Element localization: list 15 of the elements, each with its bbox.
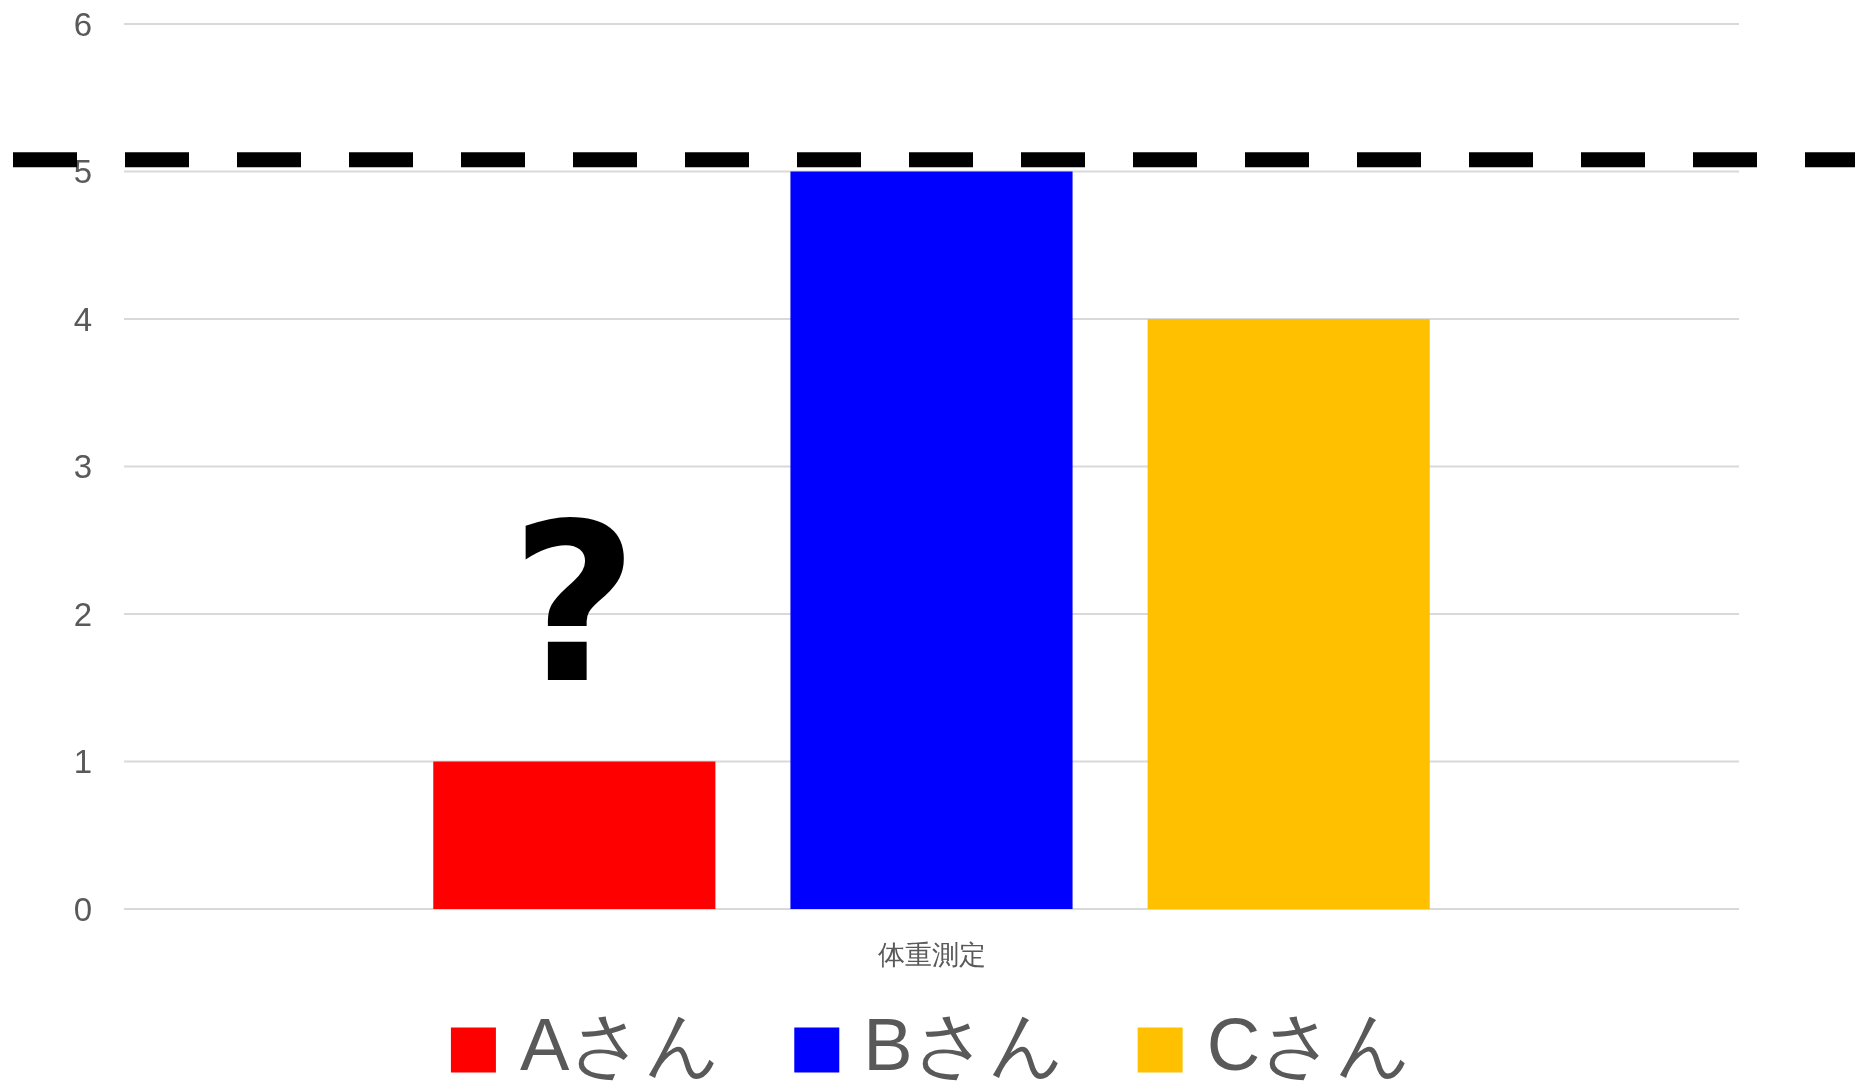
- bar: [433, 761, 716, 909]
- legend-label: Aさん: [519, 1003, 722, 1082]
- y-tick-label: 3: [73, 448, 92, 485]
- bar: [790, 171, 1073, 909]
- y-tick-label: 0: [73, 890, 92, 928]
- bar: [1147, 319, 1430, 909]
- x-tick-label: 体重測定: [877, 940, 986, 970]
- y-tick-label: 6: [73, 5, 92, 43]
- y-tick-label: 4: [73, 300, 92, 338]
- legend-label: Bさん: [863, 1003, 1065, 1082]
- legend-label: Cさん: [1206, 1003, 1413, 1082]
- annotation: ?: [510, 475, 639, 732]
- y-tick-label: 1: [73, 743, 92, 780]
- y-tick-label: 5: [73, 153, 92, 190]
- y-tick-label: 2: [73, 595, 92, 633]
